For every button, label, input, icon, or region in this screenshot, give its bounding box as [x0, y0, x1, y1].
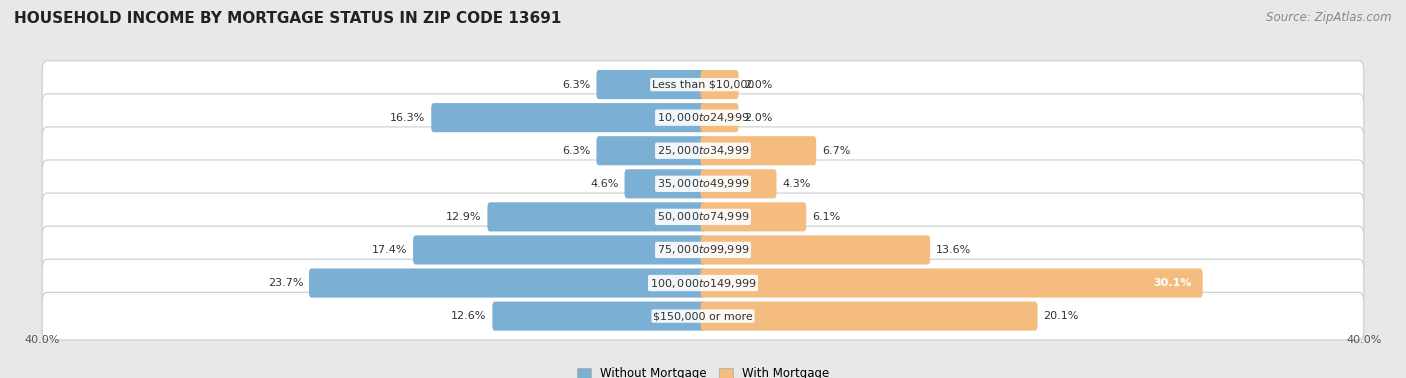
Text: Less than $10,000: Less than $10,000 [652, 80, 754, 90]
Text: 13.6%: 13.6% [936, 245, 972, 255]
FancyBboxPatch shape [492, 302, 706, 331]
Text: $50,000 to $74,999: $50,000 to $74,999 [657, 211, 749, 223]
Text: 6.1%: 6.1% [813, 212, 841, 222]
FancyBboxPatch shape [624, 169, 706, 198]
Text: 6.7%: 6.7% [823, 146, 851, 156]
Legend: Without Mortgage, With Mortgage: Without Mortgage, With Mortgage [572, 363, 834, 378]
FancyBboxPatch shape [700, 169, 776, 198]
Text: 17.4%: 17.4% [371, 245, 408, 255]
FancyBboxPatch shape [42, 226, 1364, 274]
Text: $35,000 to $49,999: $35,000 to $49,999 [657, 177, 749, 190]
FancyBboxPatch shape [42, 61, 1364, 108]
FancyBboxPatch shape [596, 70, 706, 99]
FancyBboxPatch shape [700, 302, 1038, 331]
FancyBboxPatch shape [309, 268, 706, 297]
Text: 2.0%: 2.0% [744, 80, 773, 90]
FancyBboxPatch shape [596, 136, 706, 165]
Text: 12.6%: 12.6% [451, 311, 486, 321]
Text: 2.0%: 2.0% [744, 113, 773, 122]
Text: $75,000 to $99,999: $75,000 to $99,999 [657, 243, 749, 256]
FancyBboxPatch shape [700, 235, 931, 265]
Text: 30.1%: 30.1% [1154, 278, 1192, 288]
FancyBboxPatch shape [700, 70, 738, 99]
FancyBboxPatch shape [700, 268, 1202, 297]
FancyBboxPatch shape [42, 127, 1364, 175]
Text: 20.1%: 20.1% [1043, 311, 1078, 321]
FancyBboxPatch shape [413, 235, 706, 265]
Text: 6.3%: 6.3% [562, 80, 591, 90]
Text: 16.3%: 16.3% [391, 113, 426, 122]
FancyBboxPatch shape [432, 103, 706, 132]
FancyBboxPatch shape [42, 292, 1364, 340]
FancyBboxPatch shape [700, 103, 738, 132]
Text: 12.9%: 12.9% [446, 212, 482, 222]
FancyBboxPatch shape [42, 259, 1364, 307]
FancyBboxPatch shape [488, 202, 706, 231]
FancyBboxPatch shape [700, 136, 815, 165]
Text: $100,000 to $149,999: $100,000 to $149,999 [650, 277, 756, 290]
FancyBboxPatch shape [700, 202, 806, 231]
Text: 4.6%: 4.6% [591, 179, 619, 189]
Text: 4.3%: 4.3% [782, 179, 811, 189]
FancyBboxPatch shape [42, 193, 1364, 241]
FancyBboxPatch shape [42, 94, 1364, 141]
Text: HOUSEHOLD INCOME BY MORTGAGE STATUS IN ZIP CODE 13691: HOUSEHOLD INCOME BY MORTGAGE STATUS IN Z… [14, 11, 561, 26]
FancyBboxPatch shape [42, 160, 1364, 208]
Text: $10,000 to $24,999: $10,000 to $24,999 [657, 111, 749, 124]
Text: Source: ZipAtlas.com: Source: ZipAtlas.com [1267, 11, 1392, 24]
Text: 6.3%: 6.3% [562, 146, 591, 156]
Text: $150,000 or more: $150,000 or more [654, 311, 752, 321]
Text: 23.7%: 23.7% [267, 278, 304, 288]
Text: $25,000 to $34,999: $25,000 to $34,999 [657, 144, 749, 157]
